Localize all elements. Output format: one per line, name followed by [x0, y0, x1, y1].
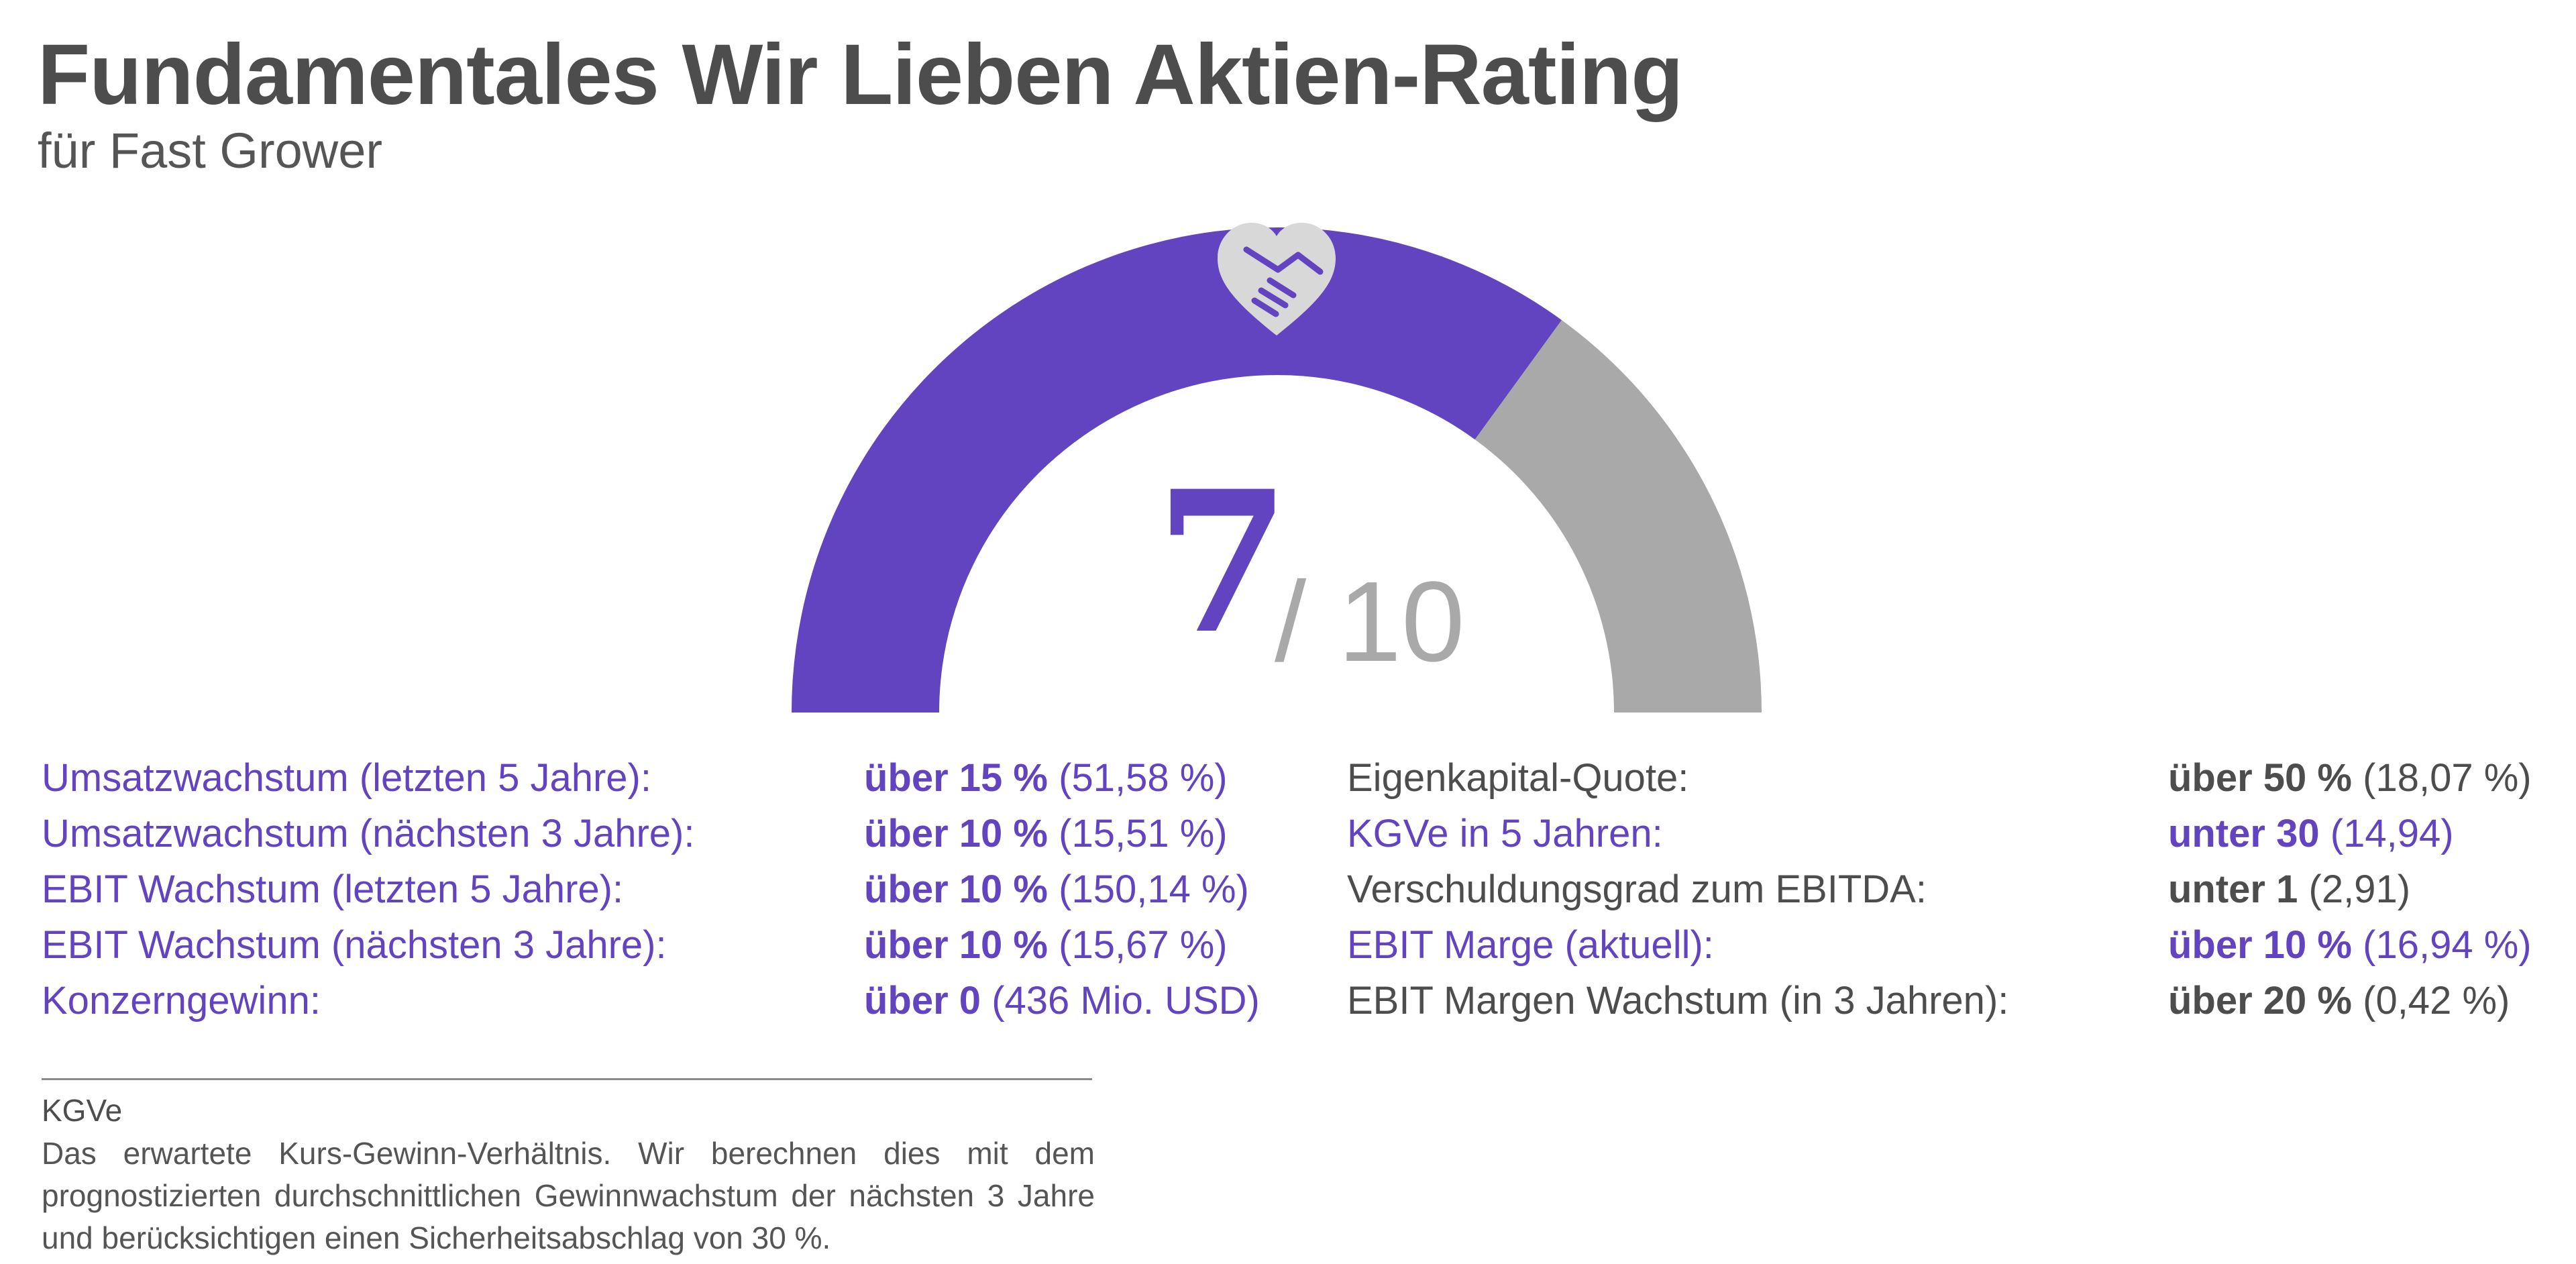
criterion-threshold: über 10 %: [864, 923, 1048, 967]
page-title: Fundamentales Wir Lieben Aktien-Rating: [38, 27, 1683, 123]
rating-gauge: 7 / 10: [792, 223, 1762, 713]
criterion-label: EBIT Margen Wachstum (in 3 Jahren):: [1347, 979, 2009, 1022]
criterion-actual: (51,58 %): [1059, 756, 1228, 800]
criterion-value: über 0 (436 Mio. USD): [864, 973, 1260, 1029]
criterion-label: Umsatzwachstum (letzten 5 Jahre):: [42, 756, 651, 800]
criterion-threshold: über 20 %: [2168, 979, 2352, 1022]
criterion-actual: (2,91): [2308, 867, 2411, 911]
gauge-filled-arc: [792, 227, 1562, 713]
criterion-threshold: unter 1: [2168, 867, 2298, 911]
criterion-actual: (16,94 %): [2363, 923, 2532, 967]
criterion-label: EBIT Wachstum (letzten 5 Jahre):: [42, 867, 624, 911]
page-subtitle: für Fast Grower: [38, 123, 382, 178]
criterion-actual: (0,42 %): [2363, 979, 2510, 1022]
criterion-value: über 10 % (15,51 %): [864, 806, 1228, 861]
criterion-actual: (18,07 %): [2363, 756, 2532, 800]
criterion-value: über 15 % (51,58 %): [864, 750, 1228, 806]
criterion-value: über 20 % (0,42 %): [2168, 973, 2510, 1029]
criterion-threshold: über 10 %: [2168, 923, 2352, 967]
criterion-value: über 10 % (16,94 %): [2168, 917, 2532, 973]
criterion-threshold: unter 30: [2168, 812, 2320, 855]
heart-handshake-icon: [1218, 223, 1336, 335]
criterion-label: Eigenkapital-Quote:: [1347, 756, 1689, 800]
criterion-label: Umsatzwachstum (nächsten 3 Jahre):: [42, 812, 695, 855]
criterion-actual: (436 Mio. USD): [991, 979, 1260, 1022]
criterion-threshold: über 15 %: [864, 756, 1048, 800]
criterion-threshold: über 50 %: [2168, 756, 2352, 800]
criterion-value: über 10 % (150,14 %): [864, 861, 1249, 917]
criterion-label: Verschuldungsgrad zum EBITDA:: [1347, 867, 1927, 911]
score-max: / 10: [1275, 558, 1465, 686]
criterion-threshold: über 10 %: [864, 867, 1048, 911]
score-value: 7: [1155, 449, 1291, 677]
criterion-label: EBIT Marge (aktuell):: [1347, 923, 1714, 967]
criterion-actual: (15,67 %): [1059, 923, 1228, 967]
criterion-value: unter 30 (14,94): [2168, 806, 2454, 861]
criterion-actual: (15,51 %): [1059, 812, 1228, 855]
criterion-label: EBIT Wachstum (nächsten 3 Jahre):: [42, 923, 667, 967]
criterion-label: KGVe in 5 Jahren:: [1347, 812, 1663, 855]
criterion-value: über 50 % (18,07 %): [2168, 750, 2532, 806]
footnote-divider: [42, 1078, 1092, 1080]
criterion-value: unter 1 (2,91): [2168, 861, 2410, 917]
criterion-threshold: über 0: [864, 979, 981, 1022]
criterion-actual: (150,14 %): [1059, 867, 1249, 911]
criterion-value: über 10 % (15,67 %): [864, 917, 1228, 973]
criterion-actual: (14,94): [2330, 812, 2454, 855]
gauge-remaining-arc: [1474, 320, 1762, 713]
criterion-threshold: über 10 %: [864, 812, 1048, 855]
criterion-label: Konzerngewinn:: [42, 979, 321, 1022]
footnote-term: KGVe: [42, 1093, 123, 1128]
footnote-text: Das erwartete Kurs-Gewinn-Verhältnis. Wi…: [42, 1136, 1095, 1255]
